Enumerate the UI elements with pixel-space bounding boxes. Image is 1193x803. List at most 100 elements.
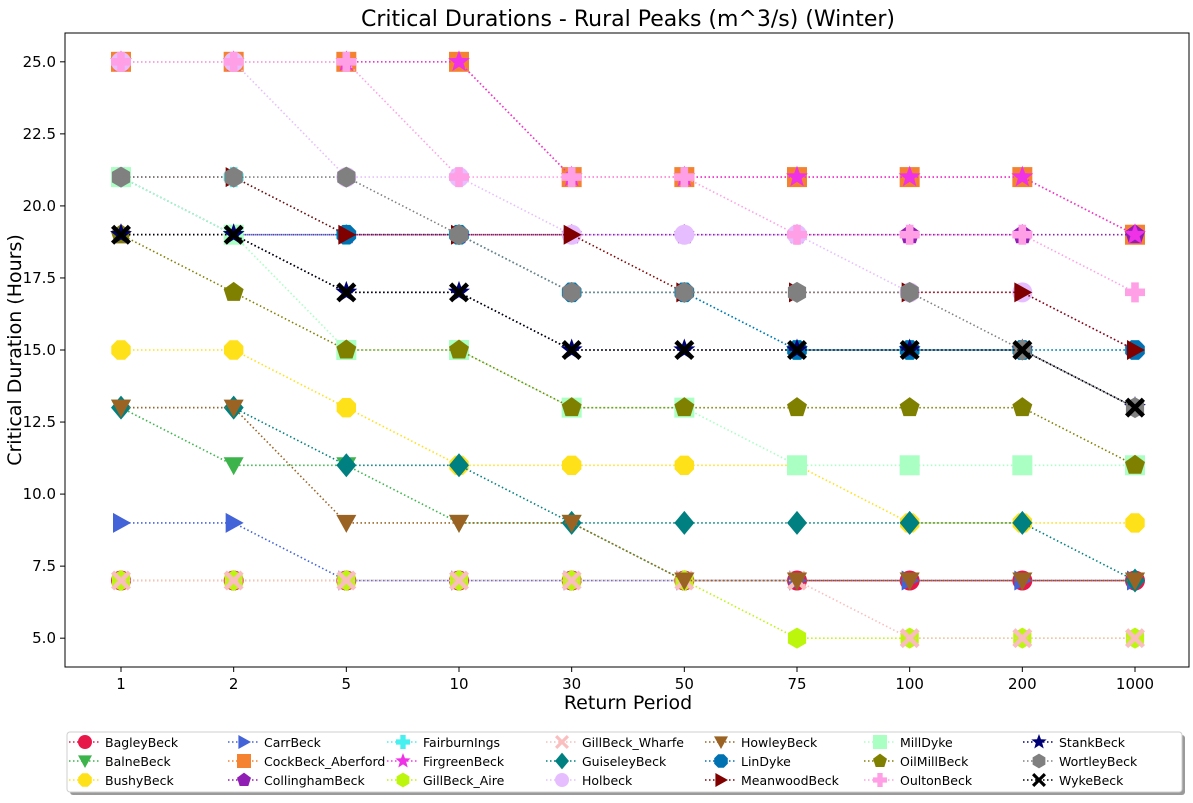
data-point-gillbeck-wharfe-1 [111,570,131,591]
data-point-howleybeck-1 [111,399,131,418]
legend: BagleyBeck BalneBeck BushyBeck CarrBeck Cock… [66,731,1185,795]
legend-item-bushybeck: BushyBeck [69,773,174,788]
series-line-carrbeck [121,522,1135,582]
series-line-lindyke [120,176,1135,351]
data-point-wykebeck-1 [111,224,131,245]
legend-item-holbeck: Holbeck [546,773,633,788]
legend-item-gillbeck-wharfe: GillBeck_Wharfe [546,735,684,750]
data-point-wykebeck-50 [674,340,695,360]
data-point-bushybeck-30 [561,455,582,475]
series-guiseleybeck [111,395,1145,593]
legend-label: CollinghamBeck [264,773,366,788]
legend-marker [873,753,887,767]
legend-marker [1032,773,1046,787]
series-line-cockbeck-aberford [121,61,1136,236]
series-carrbeck [113,512,1145,591]
legend-box [66,731,1183,793]
data-point-gillbeck-wharfe-5 [336,570,357,591]
data-point-wykebeck-30 [561,340,582,360]
data-point-bushybeck-1000 [1125,513,1145,533]
x-tick-label: 1 [116,675,126,693]
data-point-howleybeck-100 [899,572,920,591]
legend-marker [238,735,251,749]
data-point-oultonbeck-10 [449,167,469,188]
data-point-balnebeck-2 [223,457,244,476]
legend-marker [873,773,887,787]
data-point-oilmillbeck-75 [787,397,807,417]
legend-marker [78,755,92,768]
legend-label: GuiseleyBeck [582,754,667,769]
data-point-wykebeck-2 [223,224,244,245]
data-point-howleybeck-30 [561,514,582,533]
x-tick-label: 100 [895,675,924,693]
data-point-milldyke-100 [899,455,920,476]
data-point-wykebeck-200 [1012,340,1033,360]
data-point-wortleybeck-75 [787,281,807,303]
legend-item-oultonbeck: OultonBeck [864,773,973,788]
data-point-howleybeck-50 [674,572,695,591]
x-tick-label: 2 [229,675,239,693]
legend-marker [555,773,569,787]
data-point-wortleybeck-50 [675,281,694,303]
legend-item-howleybeck: HowleyBeck [705,735,818,750]
series-line-oultonbeck [121,61,1136,294]
data-point-meanwoodbeck-30 [563,224,582,245]
data-point-oilmillbeck-1000 [1125,454,1145,474]
legend-label: FairburnIngs [423,735,500,750]
legend-label: MeanwoodBeck [741,773,840,788]
data-point-wykebeck-75 [787,340,807,360]
legend-label: LinDyke [741,754,791,769]
legend-item-lindyke: LinDyke [705,754,791,769]
y-tick-label: 5.0 [32,629,56,647]
data-point-oilmillbeck-5 [336,339,357,359]
series-line-balnebeck [120,406,1135,582]
data-point-firgreenbeck-100 [898,165,921,187]
series-milldyke [111,167,1145,476]
data-point-gillbeck-wharfe-30 [561,570,582,591]
series-stankbeck [110,223,1146,417]
y-tick-label: 10.0 [23,485,56,503]
legend-item-cockbeck-aberford: CockBeck_Aberford [228,754,385,769]
legend-label: CockBeck_Aberford [264,754,385,769]
data-point-howleybeck-10 [449,514,469,533]
data-point-wykebeck-10 [449,282,469,303]
legend-label: OultonBeck [900,773,973,788]
data-point-firgreenbeck-1000 [1124,223,1146,245]
data-point-oultonbeck-1 [111,51,131,72]
series-gillbeck-aire [111,570,1145,649]
chart-title: Critical Durations - Rural Peaks (m^3/s)… [361,7,895,32]
x-tick-label: 10 [449,675,468,693]
legend-marker [237,772,251,786]
legend-label: BushyBeck [105,773,174,788]
data-point-wykebeck-1000 [1125,397,1145,418]
y-tick-label: 15.0 [23,341,56,359]
series-line-bushybeck [121,349,1135,524]
series-gillbeck-wharfe [111,570,1145,649]
series-line-milldyke [120,176,1135,467]
series-fairburnings [111,167,1145,360]
data-point-bushybeck-50 [674,455,695,475]
x-axis: 1 2 5 10 30 50 75 100 200 1000 [116,667,1154,693]
y-tick-label: 22.5 [23,125,56,143]
y-axis: 5.0 7.5 10.0 12.5 15.0 17.5 20.0 22.5 25.0 [23,53,65,647]
legend-marker [1032,753,1046,769]
legend-item-wykebeck: WykeBeck [1023,773,1124,788]
series-oilmillbeck [111,224,1145,474]
data-point-oultonbeck-75 [787,224,807,245]
legend-marker [1031,733,1047,749]
plot-area [110,50,1146,649]
legend-label: StankBeck [1059,735,1126,750]
legend-item-collinghambeck: CollinghamBeck [228,772,366,788]
data-point-gillbeck-wharfe-2 [223,570,244,591]
data-point-firgreenbeck-200 [1011,165,1034,187]
data-point-oilmillbeck-100 [899,397,920,417]
data-point-oultonbeck-200 [1012,224,1033,245]
data-point-meanwoodbeck-200 [1014,282,1033,303]
legend-item-balnebeck: BalneBeck [69,754,171,769]
series-wykebeck [111,224,1145,418]
series-line-meanwoodbeck [121,176,1136,351]
data-point-wortleybeck-2 [224,166,243,188]
data-point-wortleybeck-100 [900,281,919,303]
legend-item-fairburnings: FairburnIngs [387,735,500,750]
data-point-guiseleybeck-75 [787,510,807,535]
